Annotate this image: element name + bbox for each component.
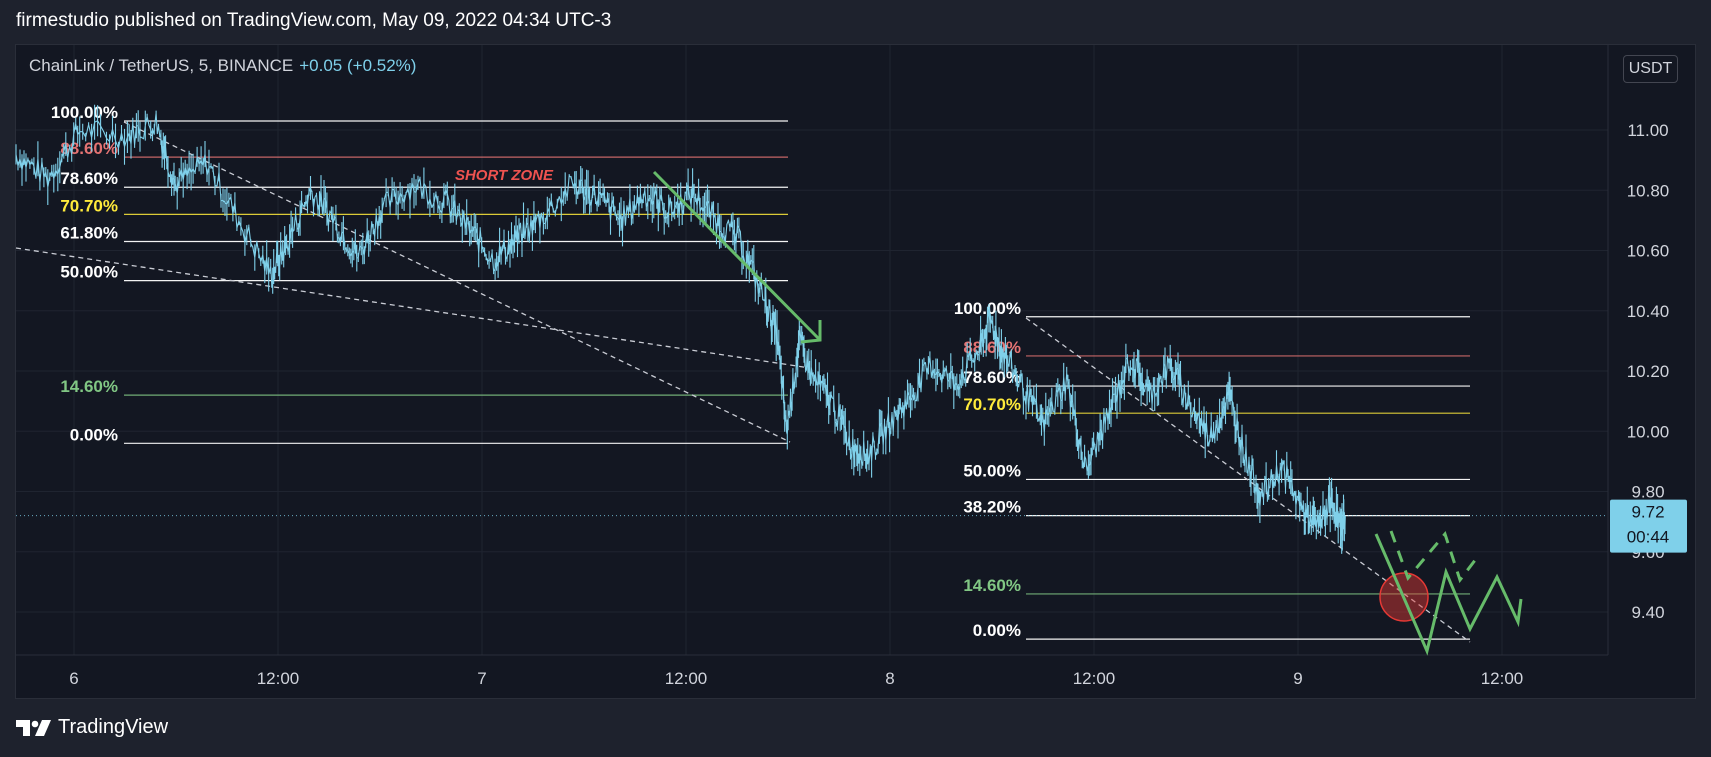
y-axis-tick-label: 11.00 [1627, 121, 1668, 140]
tradingview-logo-icon [16, 719, 51, 736]
projection-path-dashed [1389, 530, 1481, 584]
y-axis-tick-label: 9.80 [1631, 483, 1664, 502]
trendline-dashed [15, 247, 811, 369]
projection-path [1374, 533, 1523, 656]
fib-level-label: 88.60% [60, 139, 118, 158]
brand-name: TradingView [58, 716, 169, 738]
fib-level-label: 0.00% [973, 621, 1021, 640]
fib-level-label: 38.20% [963, 498, 1021, 517]
x-axis-tick-label: 8 [885, 669, 894, 688]
y-axis-tick-label: 10.80 [1627, 181, 1670, 200]
fib-level-label: 100.00% [51, 103, 118, 122]
trendline-dashed [123, 121, 791, 443]
fib-level-label: 50.00% [60, 263, 118, 282]
candle-countdown: 00:44 [1627, 528, 1670, 547]
fib-level-label: 0.00% [70, 425, 118, 444]
price-series [15, 104, 1346, 554]
last-price-value: 9.72 [1631, 503, 1664, 522]
symbol-legend[interactable]: ChainLink / TetherUS, 5, BINANCE +0.05 (+… [29, 56, 416, 76]
x-axis-tick-label: 12:00 [1073, 669, 1116, 688]
y-axis-tick-label: 10.60 [1627, 242, 1670, 261]
fib-level-label: 14.60% [60, 377, 118, 396]
fib-level-label: 78.60% [60, 169, 118, 188]
fib-level-label: 70.70% [963, 395, 1021, 414]
last-price-badge [1610, 499, 1687, 553]
y-axis-tick-label: 10.00 [1627, 422, 1670, 441]
bearish-arrow [652, 170, 822, 342]
y-axis-tick-label: 10.40 [1627, 302, 1670, 321]
x-axis-tick-label: 9 [1293, 669, 1302, 688]
x-axis-tick-label: 12:00 [665, 669, 708, 688]
fib-level-label: 70.70% [60, 196, 118, 215]
symbol-title: ChainLink / TetherUS, 5, BINANCE [29, 56, 294, 75]
x-axis-tick-label: 12:00 [257, 669, 300, 688]
x-axis-tick-label: 12:00 [1481, 669, 1524, 688]
y-axis-tick-label: 10.20 [1627, 362, 1670, 381]
fib-level-label: 50.00% [963, 461, 1021, 480]
fib-level-label: 88.60% [963, 338, 1021, 357]
fib-level-label: 61.80% [60, 223, 118, 242]
bearish-arrow-head [800, 320, 822, 344]
x-axis-tick-label: 7 [477, 669, 486, 688]
currency-button[interactable]: USDT [1623, 55, 1678, 83]
fib-level-label: 14.60% [963, 576, 1021, 595]
y-axis-tick-label: 9.40 [1631, 603, 1664, 622]
tradingview-logo[interactable]: TradingView [16, 716, 168, 739]
price-change: +0.05 (+0.52%) [299, 56, 417, 75]
short-zone-label: SHORT ZONE [455, 167, 554, 184]
trendline-dashed [1025, 317, 1471, 643]
publish-header: firmestudio published on TradingView.com… [16, 10, 612, 31]
x-axis-tick-label: 6 [69, 669, 78, 688]
